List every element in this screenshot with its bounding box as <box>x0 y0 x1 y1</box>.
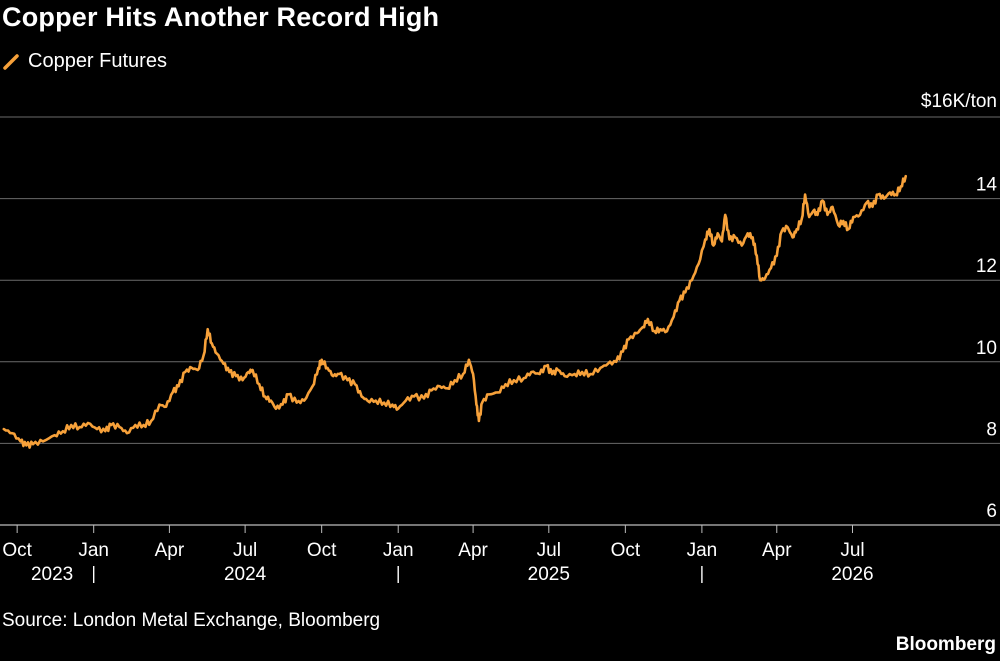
legend-swatch-icon <box>3 53 19 70</box>
x-tick-label: Oct <box>2 540 32 561</box>
y-tick-label: 12 <box>976 256 997 277</box>
bloomberg-logo: Bloomberg <box>895 634 996 655</box>
x-tick-label: Jul <box>840 540 864 561</box>
x-tick-label: Jan <box>78 540 109 561</box>
x-tick-label: Jul <box>537 540 561 561</box>
y-tick-label: 6 <box>986 501 997 522</box>
x-tick-label: Apr <box>458 540 488 561</box>
x-tick-label: Jul <box>233 540 257 561</box>
x-tick-label: Oct <box>307 540 337 561</box>
x-year-label: 2023 <box>31 564 73 585</box>
series-layer <box>2 174 907 449</box>
y-tick-label: 10 <box>976 338 997 359</box>
source-note: Source: London Metal Exchange, Bloomberg <box>2 610 381 631</box>
x-year-label: 2024 <box>224 564 267 585</box>
legend: Copper Futures <box>2 50 167 73</box>
x-tick-label: Apr <box>155 540 185 561</box>
x-axis: Oct Jan Apr Jul Oct Jan Apr Jul Oct Jan Apr Jul 2023… <box>2 525 874 585</box>
x-tick-label: Apr <box>762 540 792 561</box>
y-tick-label: 14 <box>976 175 998 196</box>
x-tick-label: Jan <box>687 540 718 561</box>
y-axis-tick-labels: 6 8 10 12 14 $16K/ton <box>921 91 998 522</box>
chart-title: Copper Hits Another Record High <box>2 2 440 32</box>
x-tick-label: Jan <box>383 540 414 561</box>
legend-label: Copper Futures <box>28 50 167 72</box>
x-year-label: 2025 <box>528 564 570 585</box>
x-tick-label: Oct <box>611 540 641 561</box>
y-tick-label: $16K/ton <box>921 91 997 112</box>
x-year-label: 2026 <box>831 564 873 585</box>
y-tick-label: 8 <box>986 419 997 440</box>
series-line-copper-futures <box>2 174 907 449</box>
grid-lines <box>0 116 1000 526</box>
